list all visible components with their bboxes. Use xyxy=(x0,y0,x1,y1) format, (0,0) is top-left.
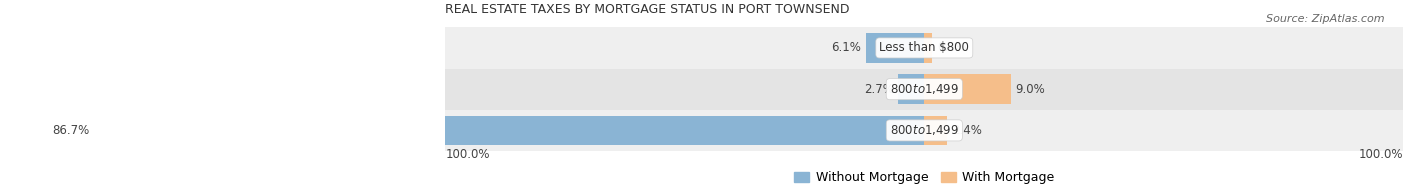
Text: Less than $800: Less than $800 xyxy=(879,41,969,54)
Text: 100.0%: 100.0% xyxy=(1358,148,1403,161)
Bar xyxy=(924,33,932,63)
Bar xyxy=(924,74,1011,104)
Text: REAL ESTATE TAXES BY MORTGAGE STATUS IN PORT TOWNSEND: REAL ESTATE TAXES BY MORTGAGE STATUS IN … xyxy=(446,3,849,16)
Text: 100.0%: 100.0% xyxy=(446,148,489,161)
Bar xyxy=(446,27,1403,69)
Legend: Without Mortgage, With Mortgage: Without Mortgage, With Mortgage xyxy=(789,166,1059,189)
Bar xyxy=(898,74,924,104)
Bar xyxy=(94,116,924,145)
Text: 0.8%: 0.8% xyxy=(936,41,966,54)
Text: 6.1%: 6.1% xyxy=(831,41,860,54)
Bar xyxy=(446,69,1403,110)
Bar xyxy=(924,116,948,145)
Bar xyxy=(446,110,1403,151)
Text: Source: ZipAtlas.com: Source: ZipAtlas.com xyxy=(1267,14,1385,24)
Text: $800 to $1,499: $800 to $1,499 xyxy=(890,123,959,137)
Text: 2.7%: 2.7% xyxy=(863,83,894,96)
Text: $800 to $1,499: $800 to $1,499 xyxy=(890,82,959,96)
Text: 9.0%: 9.0% xyxy=(1015,83,1045,96)
Bar xyxy=(866,33,924,63)
Text: 86.7%: 86.7% xyxy=(52,124,89,137)
Text: 2.4%: 2.4% xyxy=(952,124,981,137)
